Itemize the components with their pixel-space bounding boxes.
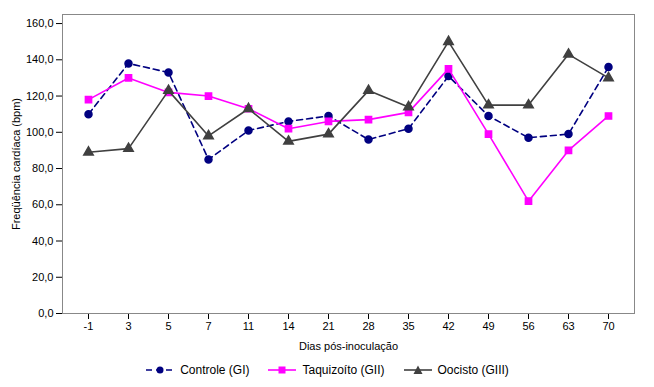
svg-text:56: 56 — [522, 320, 534, 332]
svg-text:28: 28 — [362, 320, 374, 332]
svg-text:20,0: 20,0 — [32, 271, 53, 283]
svg-text:60,0: 60,0 — [32, 198, 53, 210]
html-text:Controle (GI): Controle (GI) — [180, 363, 250, 377]
svg-text:35: 35 — [402, 320, 414, 332]
svg-text:160,0: 160,0 — [26, 17, 54, 29]
html-text:Oocisto (GIII): Oocisto (GIII) — [437, 363, 509, 377]
svg-text:3: 3 — [125, 320, 131, 332]
svg-text:100,0: 100,0 — [26, 126, 54, 138]
svg-text:70: 70 — [602, 320, 614, 332]
svg-text:80,0: 80,0 — [32, 162, 53, 174]
svg-text:5: 5 — [165, 320, 171, 332]
svg-text:11: 11 — [243, 320, 254, 332]
html-text:Taquizoíto (GII): Taquizoíto (GII) — [302, 363, 385, 377]
svg-text:Freqüência cardíaca (bpm): Freqüência cardíaca (bpm) — [10, 98, 22, 230]
svg-text:120,0: 120,0 — [26, 90, 54, 102]
svg-text:42: 42 — [442, 320, 454, 332]
svg-text:14: 14 — [282, 320, 294, 332]
svg-text:0,0: 0,0 — [38, 307, 53, 319]
svg-text:Dias pós-inoculação: Dias pós-inoculação — [299, 340, 398, 352]
svg-text:21: 21 — [322, 320, 334, 332]
svg-text:40,0: 40,0 — [32, 235, 53, 247]
svg-text:140,0: 140,0 — [26, 53, 54, 65]
svg-text:49: 49 — [482, 320, 494, 332]
svg-text:7: 7 — [205, 320, 211, 332]
svg-text:-1: -1 — [84, 320, 94, 332]
svg-text:63: 63 — [562, 320, 574, 332]
